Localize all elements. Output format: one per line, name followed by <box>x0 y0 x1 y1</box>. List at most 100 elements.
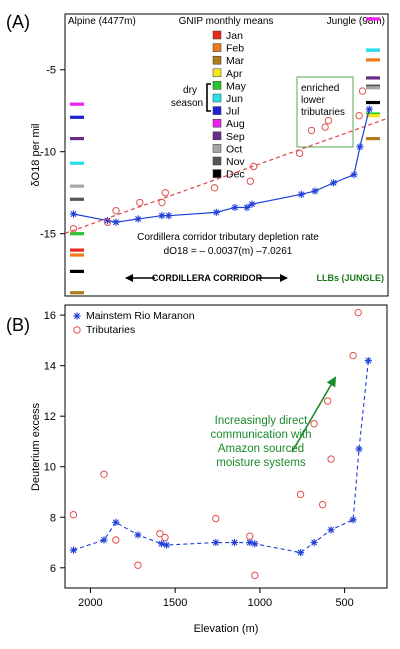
b-mainstem-point-1 <box>100 536 108 544</box>
b-mainstem-point-8 <box>246 538 254 547</box>
panel-b-label: (B) <box>6 315 30 335</box>
a-mainstem-point-14 <box>356 143 364 151</box>
panel-a-plot-area <box>64 87 387 234</box>
a-tributary-point-9 <box>295 149 304 158</box>
b-mainstem-point-6 <box>212 538 220 547</box>
b-ytick-label-1: 8 <box>50 512 56 524</box>
b-mainstem-point-7 <box>230 538 239 547</box>
legend-label-aug: Aug <box>226 118 245 130</box>
b-mainstem-point-3 <box>134 531 142 539</box>
a-mainstem-point-12 <box>330 179 338 187</box>
panel-b-x-axis-label: Elevation (m) <box>194 623 259 635</box>
legend-swatch-nov <box>212 156 222 166</box>
dry-season-label-1: dry <box>183 85 197 96</box>
trend-arrow <box>291 376 337 453</box>
a-mainstem-point-6 <box>212 208 220 216</box>
b-ytick-label-0: 6 <box>50 563 56 575</box>
legend-mainstem-label: Mainstem Rio Maranon <box>86 310 195 322</box>
annotation-line-3: Amazon sourced <box>218 443 304 455</box>
legend-swatch-aug <box>212 118 222 128</box>
legend-swatch-jul <box>212 106 222 115</box>
a-mainstem-point-4 <box>158 212 166 220</box>
enriched-label-3: tributaries <box>301 107 345 118</box>
b-mainstem-point-14 <box>355 445 363 453</box>
legend-swatch-feb <box>212 43 222 52</box>
b-xtick-label-3: 500 <box>335 597 353 609</box>
a-mainstem-point-8 <box>243 203 251 212</box>
b-mainstem-point-0 <box>69 546 78 554</box>
b-tributary-point-11 <box>318 500 327 509</box>
regression-label: Cordillera corridor tributary depletion … <box>137 232 319 243</box>
b-xtick-label-2: 1000 <box>248 597 272 609</box>
panel-a-y-axis-label: δO18 per mil <box>30 124 42 187</box>
annotation-line-2: communication with <box>211 429 312 441</box>
a-tributary-point-1 <box>103 218 112 226</box>
a-tributary-point-10 <box>307 126 316 135</box>
gnip-monthly-ticks <box>70 17 380 295</box>
b-mainstem-point-4 <box>158 540 166 548</box>
a-mainstem-point-13 <box>350 171 358 179</box>
gnip-legend-title: GNIP monthly means <box>179 16 274 27</box>
a-tributary-point-3 <box>136 198 144 207</box>
a-ytick-label-2: -15 <box>40 229 56 241</box>
b-mainstem-point-2 <box>112 518 120 526</box>
a-tributary-point-0 <box>69 225 78 233</box>
a-tributary-point-5 <box>161 189 170 197</box>
b-tributary-point-2 <box>112 536 120 544</box>
a-tributary-point-12 <box>324 116 333 125</box>
b-tributary-point-1 <box>100 470 108 478</box>
legend-swatch-may <box>212 81 222 90</box>
legend-label-nov: Nov <box>226 156 245 168</box>
legend-swatch-sep <box>212 131 222 141</box>
a-mainstem-point-0 <box>69 210 78 218</box>
b-tributary-point-10 <box>310 420 318 428</box>
b-tributary-point-12 <box>323 397 332 405</box>
b-mainstem-point-13 <box>349 516 357 524</box>
panel-b-y-axis-label: Deuterium excess <box>30 402 42 491</box>
b-tributary-point-0 <box>69 511 78 519</box>
b-ytick-label-4: 14 <box>44 361 56 373</box>
b-tributary-point-15 <box>354 308 362 317</box>
corridor-label: CORDILLERA CORRIDOR <box>152 273 263 283</box>
b-tributary-point-13 <box>327 455 335 463</box>
enriched-label-1: enriched <box>301 83 339 94</box>
a-tributary-point-11 <box>321 123 329 131</box>
annotation-line-1: Increasingly direct <box>215 415 308 427</box>
a-ytick-label-1: -10 <box>40 147 56 159</box>
legend-label-apr: Apr <box>226 68 243 80</box>
b-tributary-point-14 <box>349 351 357 360</box>
b-tributary-point-8 <box>251 571 259 580</box>
legend-label-oct: Oct <box>226 143 242 155</box>
enriched-tributaries-box <box>296 76 354 148</box>
legend-tributaries-label: Tributaries <box>86 324 135 336</box>
alpine-label: Alpine (4477m) <box>68 16 136 27</box>
a-tributary-point-4 <box>158 198 166 207</box>
legend-label-sep: Sep <box>226 131 245 143</box>
legend-label-jun: Jun <box>226 93 243 105</box>
a-tributary-point-13 <box>355 111 363 120</box>
annotation-line-4: moisture systems <box>216 457 306 469</box>
a-mainstem-point-9 <box>248 200 256 208</box>
b-ytick-label-2: 10 <box>44 462 56 474</box>
legend-swatch-apr <box>212 68 222 78</box>
enriched-label-2: lower <box>301 95 326 106</box>
b-tributary-point-3 <box>134 561 142 569</box>
legend-label-may: May <box>226 80 247 92</box>
legend-label-dec: Dec <box>226 169 245 181</box>
panel-a-y-axis: -5 -10 -15 <box>40 65 65 241</box>
jungle-label: Jungle (98m) <box>327 16 385 27</box>
regression-equation: dO18 = – 0.0037(m) –7.0261 <box>164 246 293 257</box>
a-tributary-point-2 <box>112 207 120 215</box>
dry-season-label-2: season <box>171 98 203 109</box>
legend-mainstem-marker <box>73 312 81 320</box>
a-mainstem-point-5 <box>165 212 173 220</box>
panel-b-plot-area <box>69 308 372 580</box>
b-tributary-point-7 <box>246 532 254 540</box>
b-mainstem-line <box>73 360 369 554</box>
a-tributary-point-6 <box>210 184 219 192</box>
a-mainstem-point-7 <box>231 203 239 212</box>
a-tributary-point-14 <box>358 87 367 95</box>
legend-swatch-dec <box>212 169 222 178</box>
